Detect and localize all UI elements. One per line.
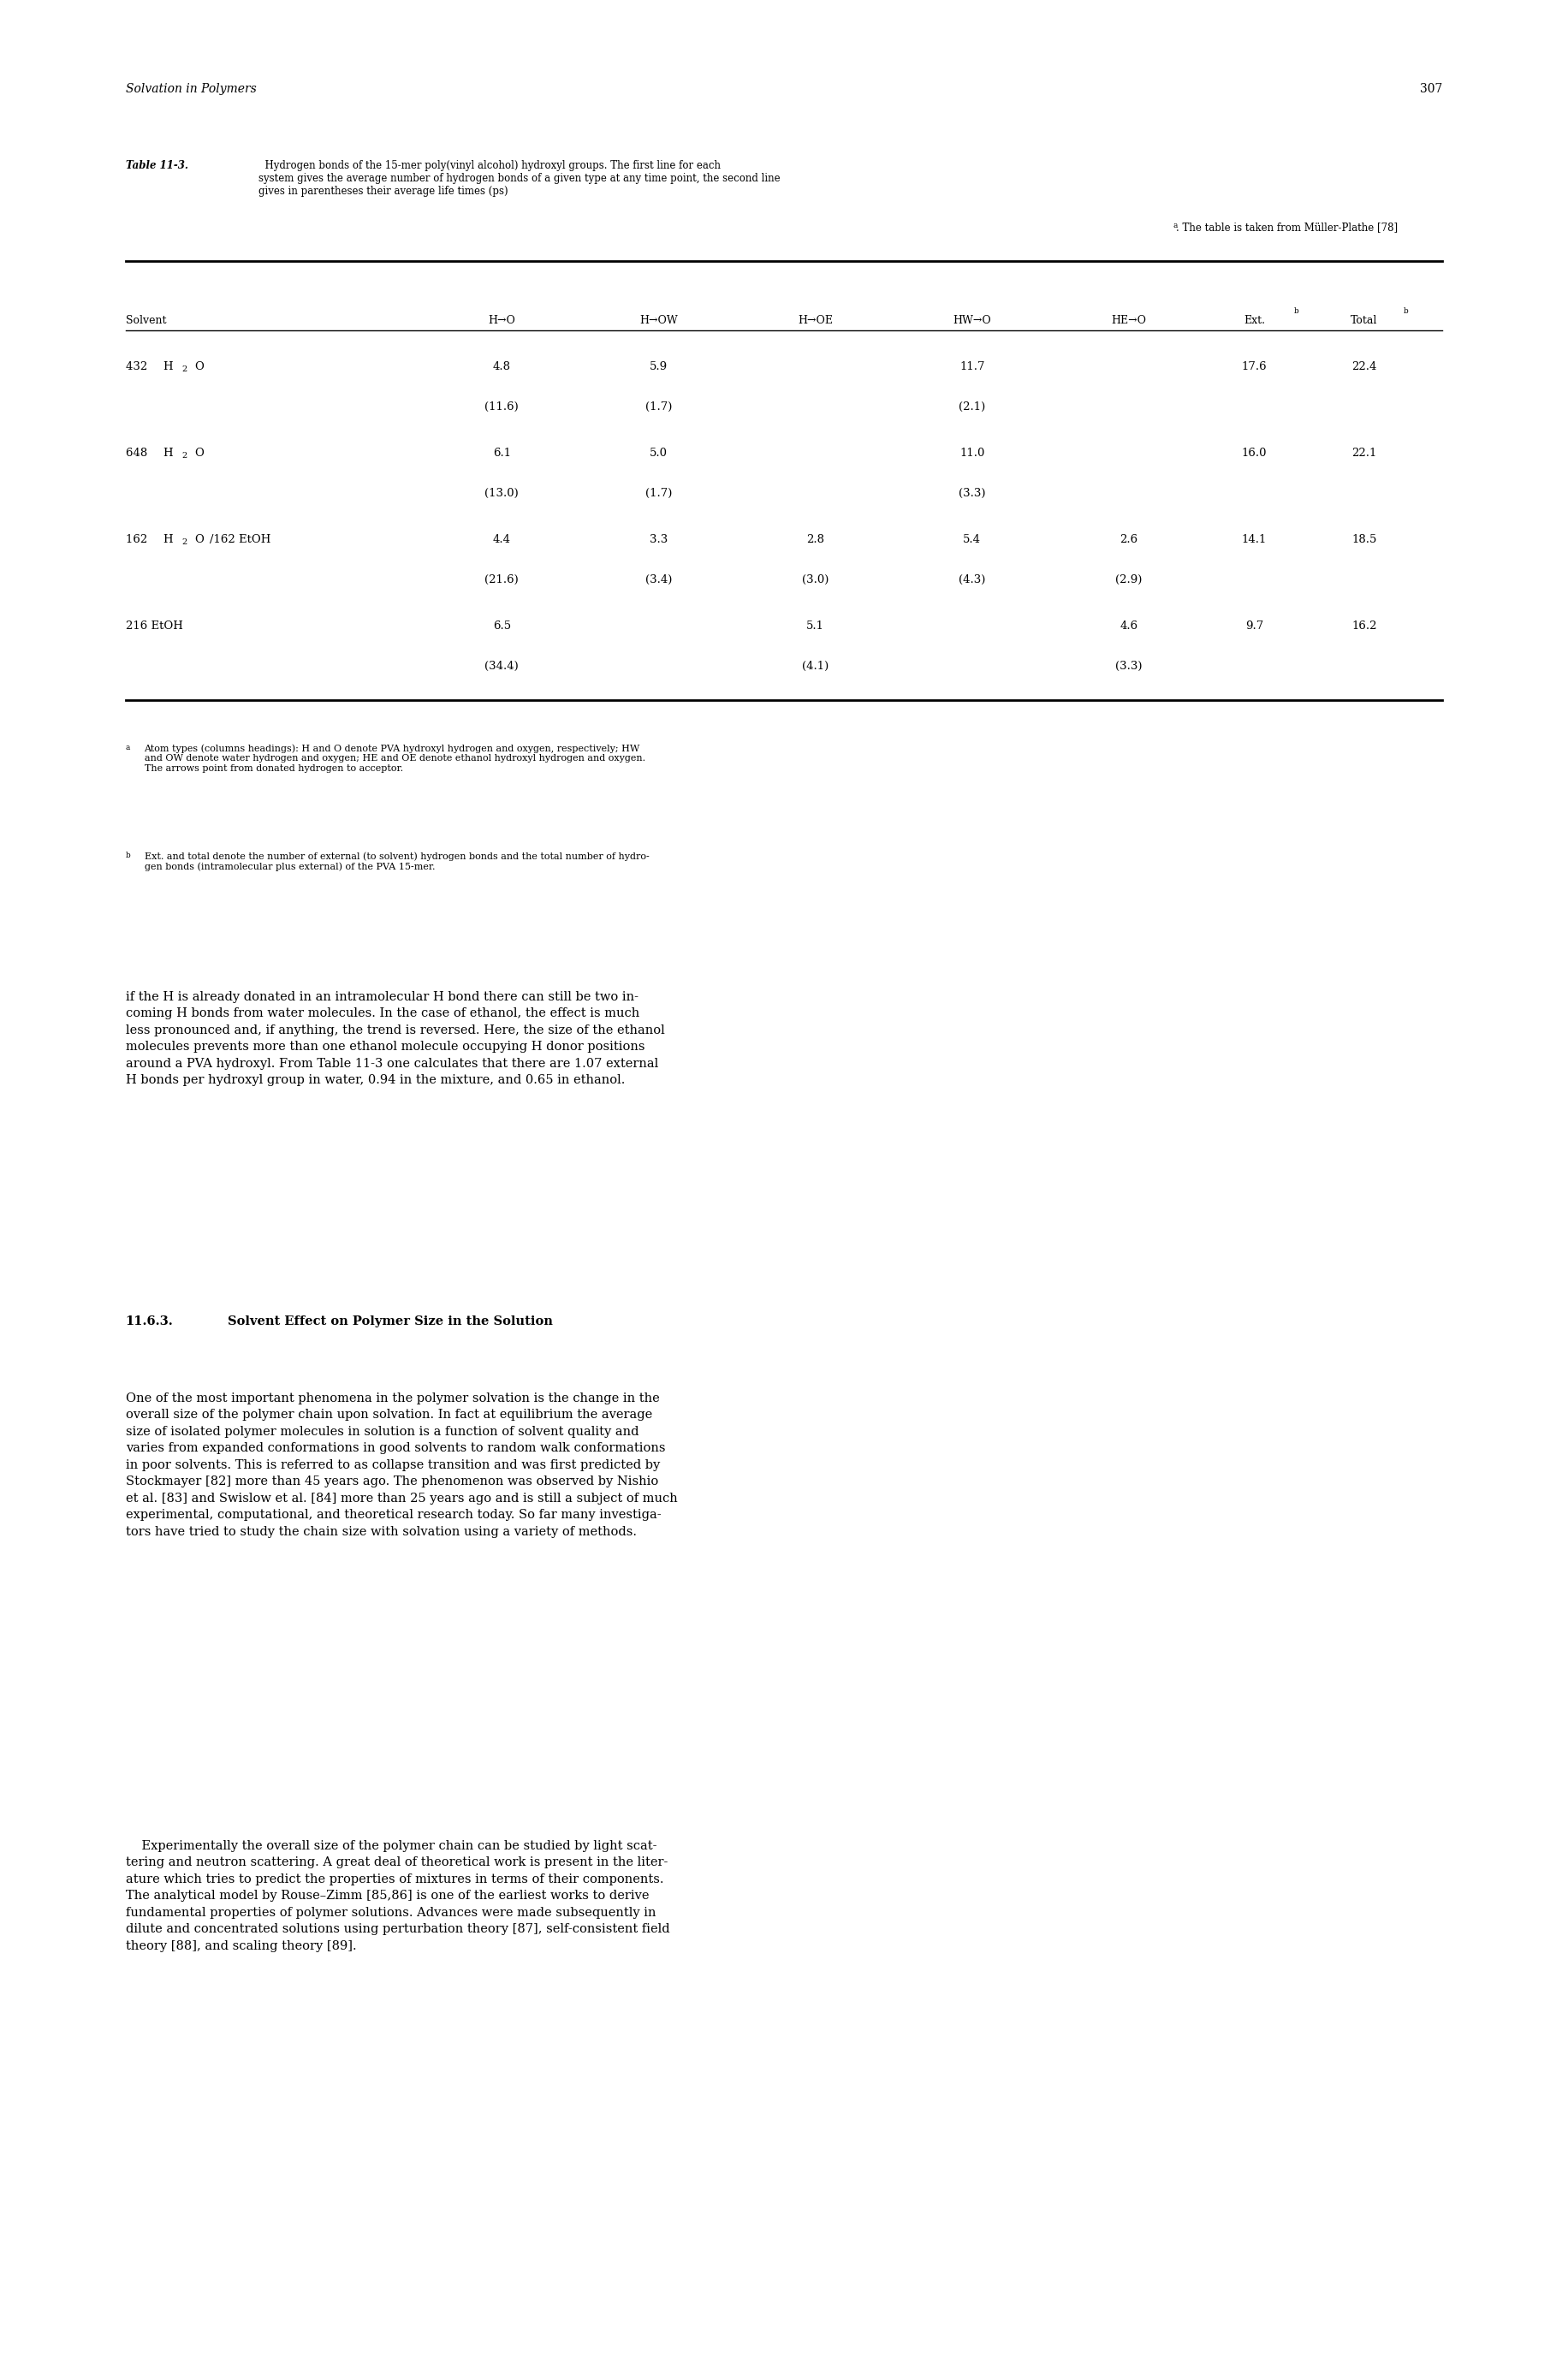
Text: 22.1: 22.1 [1352,447,1377,458]
Text: (1.7): (1.7) [644,487,673,499]
Text: 5.1: 5.1 [806,620,825,632]
Text: 307: 307 [1421,83,1443,95]
Text: 22.4: 22.4 [1352,361,1377,373]
Text: 6.5: 6.5 [492,620,511,632]
Text: (2.9): (2.9) [1115,575,1143,584]
Text: H→O: H→O [488,314,516,325]
Text: 16.2: 16.2 [1352,620,1377,632]
Text: 16.0: 16.0 [1242,447,1267,458]
Text: 9.7: 9.7 [1245,620,1264,632]
Text: (3.3): (3.3) [958,487,986,499]
Text: 2.6: 2.6 [1120,534,1138,544]
Text: 648: 648 [125,447,151,458]
Text: 2: 2 [182,539,187,546]
Text: Atom types (columns headings): H and O denote PVA hydroxyl hydrogen and oxygen, : Atom types (columns headings): H and O d… [144,743,644,772]
Text: 11.0: 11.0 [960,447,985,458]
Text: O: O [194,447,204,458]
Text: O: O [194,534,204,544]
Text: Ext.: Ext. [1243,314,1265,325]
Text: 432: 432 [125,361,151,373]
Text: Solvent Effect on Polymer Size in the Solution: Solvent Effect on Polymer Size in the So… [227,1316,552,1328]
Text: (21.6): (21.6) [485,575,519,584]
Text: Ext. and total denote the number of external (to solvent) hydrogen bonds and the: Ext. and total denote the number of exte… [144,853,649,872]
Text: (4.3): (4.3) [958,575,986,584]
Text: (34.4): (34.4) [485,660,519,672]
Text: Experimentally the overall size of the polymer chain can be studied by light sca: Experimentally the overall size of the p… [125,1841,670,1952]
Text: 5.4: 5.4 [963,534,982,544]
Text: Hydrogen bonds of the 15-mer poly(vinyl alcohol) hydroxyl groups. The first line: Hydrogen bonds of the 15-mer poly(vinyl … [259,162,781,197]
Text: (4.1): (4.1) [801,660,829,672]
Text: 14.1: 14.1 [1242,534,1267,544]
Text: (11.6): (11.6) [485,401,519,413]
Text: H: H [163,447,172,458]
Text: O: O [194,361,204,373]
Text: 2.8: 2.8 [806,534,825,544]
Text: H: H [163,534,172,544]
Text: One of the most important phenomena in the polymer solvation is the change in th: One of the most important phenomena in t… [125,1392,677,1537]
Text: b: b [125,853,130,860]
Text: 216 EtOH: 216 EtOH [125,620,183,632]
Text: Table 11-3.: Table 11-3. [125,162,188,171]
Text: 4.8: 4.8 [492,361,511,373]
Text: (13.0): (13.0) [485,487,519,499]
Text: 6.1: 6.1 [492,447,511,458]
Text: 11.6.3.: 11.6.3. [125,1316,172,1328]
Text: 4.6: 4.6 [1120,620,1138,632]
Text: /162 EtOH: /162 EtOH [210,534,271,544]
Text: b: b [1403,306,1408,316]
Text: . The table is taken from Müller-Plathe [78]: . The table is taken from Müller-Plathe … [1176,223,1397,233]
Text: Solvation in Polymers: Solvation in Polymers [125,83,256,95]
Text: (1.7): (1.7) [644,401,673,413]
Text: 2: 2 [182,366,187,373]
Text: (3.4): (3.4) [644,575,673,584]
Text: (3.0): (3.0) [801,575,829,584]
Text: HE→O: HE→O [1112,314,1146,325]
Text: 5.0: 5.0 [649,447,668,458]
Text: Solvent: Solvent [125,314,166,325]
Text: 17.6: 17.6 [1242,361,1267,373]
Text: 3.3: 3.3 [649,534,668,544]
Text: (3.3): (3.3) [1115,660,1143,672]
Text: H: H [163,361,172,373]
Text: Total: Total [1350,314,1378,325]
Text: (2.1): (2.1) [958,401,986,413]
Text: a: a [125,743,130,751]
Text: 162: 162 [125,534,151,544]
Text: 4.4: 4.4 [492,534,511,544]
Text: 2: 2 [182,451,187,461]
Text: if the H is already donated in an intramolecular H bond there can still be two i: if the H is already donated in an intram… [125,990,665,1085]
Text: a: a [1173,223,1178,230]
Text: b: b [1294,306,1298,316]
Text: 18.5: 18.5 [1352,534,1377,544]
Text: H→OW: H→OW [640,314,677,325]
Text: 11.7: 11.7 [960,361,985,373]
Text: 5.9: 5.9 [649,361,668,373]
Text: HW→O: HW→O [953,314,991,325]
Text: H→OE: H→OE [798,314,833,325]
